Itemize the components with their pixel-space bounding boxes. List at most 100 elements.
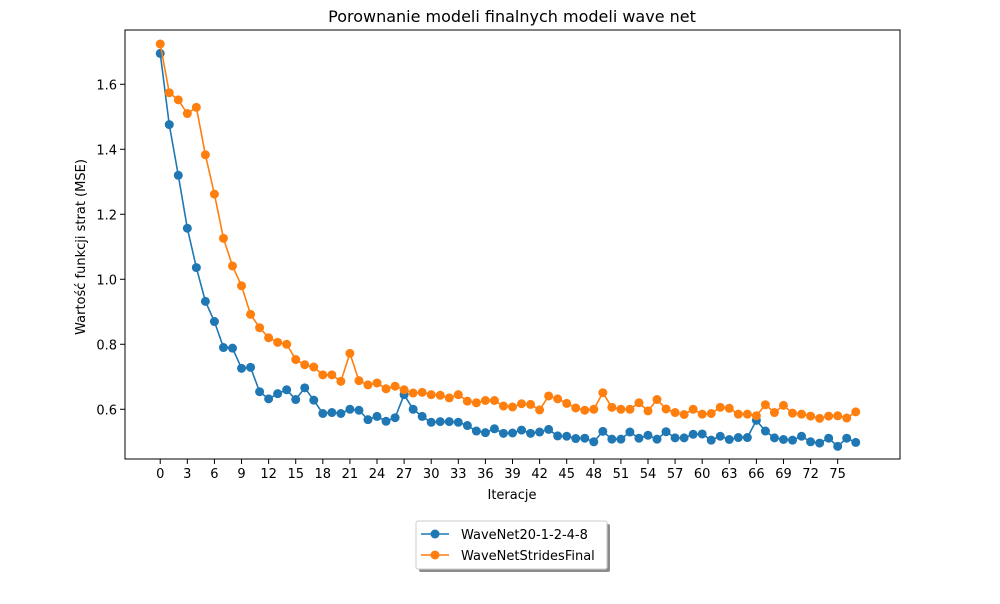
- y-axis-label: Wartość funkcji strat (MSE): [74, 159, 89, 335]
- data-point: [715, 431, 725, 441]
- data-point: [769, 408, 779, 418]
- data-point: [526, 428, 536, 438]
- x-tick-label: 33: [450, 467, 467, 482]
- data-point: [715, 402, 725, 412]
- data-point: [489, 424, 499, 434]
- data-point: [661, 404, 671, 414]
- data-point: [426, 390, 436, 400]
- data-point: [535, 405, 545, 415]
- data-point: [697, 409, 707, 419]
- data-point: [815, 438, 825, 448]
- x-tick-label: 24: [369, 467, 386, 482]
- x-tick-label: 54: [640, 467, 657, 482]
- y-tick-label: 1.4: [96, 143, 117, 158]
- data-point: [760, 400, 770, 410]
- data-point: [598, 426, 608, 436]
- legend-item: WaveNet20-1-2-4-8: [421, 528, 588, 543]
- series-line: [159, 43, 857, 420]
- data-point: [345, 348, 355, 358]
- data-point: [733, 409, 743, 419]
- data-point: [282, 385, 292, 395]
- x-tick-label: 27: [396, 467, 413, 482]
- series-2: [155, 39, 861, 423]
- data-point: [607, 402, 617, 412]
- data-point: [182, 223, 192, 233]
- data-point: [327, 408, 337, 418]
- data-point: [462, 396, 472, 406]
- data-point: [200, 150, 210, 160]
- x-tick-label: 30: [423, 467, 440, 482]
- data-point: [264, 333, 274, 343]
- data-point: [778, 400, 788, 410]
- x-tick-label: 48: [586, 467, 603, 482]
- data-point: [616, 404, 626, 414]
- data-point: [679, 433, 689, 443]
- data-point: [652, 395, 662, 405]
- data-point: [246, 362, 256, 372]
- data-point: [724, 403, 734, 413]
- data-point: [679, 409, 689, 419]
- data-point: [309, 395, 319, 405]
- data-point: [182, 109, 192, 119]
- y-tick-label: 1.0: [96, 273, 117, 288]
- x-tick-label: 12: [260, 467, 277, 482]
- data-point: [562, 398, 572, 408]
- data-point: [508, 428, 517, 438]
- data-point: [670, 433, 680, 443]
- data-point: [797, 409, 807, 419]
- data-point: [300, 383, 310, 393]
- data-point: [706, 409, 716, 418]
- data-point: [498, 428, 508, 438]
- data-point: [173, 170, 183, 180]
- data-point: [580, 433, 590, 443]
- data-point: [607, 434, 617, 444]
- x-tick-label: 0: [156, 467, 164, 482]
- data-point: [778, 435, 788, 444]
- data-point: [164, 88, 174, 98]
- data-point: [218, 233, 228, 243]
- data-point: [833, 441, 843, 451]
- data-point: [471, 426, 481, 436]
- data-point: [227, 261, 237, 271]
- data-point: [291, 395, 301, 405]
- data-point: [408, 404, 418, 414]
- legend-box: [415, 520, 608, 570]
- data-point: [724, 435, 734, 444]
- x-tick-label: 18: [315, 467, 332, 482]
- data-point: [480, 396, 490, 405]
- data-point: [634, 398, 644, 408]
- data-point: [806, 411, 816, 421]
- data-point: [643, 430, 653, 440]
- data-point: [851, 407, 861, 417]
- data-point: [435, 417, 445, 427]
- data-point: [535, 427, 545, 437]
- legend-marker: [430, 529, 440, 539]
- legend-label: WaveNetStridesFinal: [461, 549, 595, 564]
- data-point: [309, 362, 319, 372]
- data-point: [191, 263, 201, 273]
- data-point: [444, 393, 454, 403]
- data-point: [517, 399, 527, 409]
- x-tick-label: 51: [613, 467, 630, 482]
- series-line: [159, 53, 857, 448]
- data-point: [851, 437, 861, 447]
- data-point: [237, 281, 247, 291]
- data-point: [661, 427, 671, 437]
- data-point: [200, 296, 210, 306]
- data-point: [733, 433, 743, 443]
- data-point: [209, 189, 219, 199]
- data-point: [237, 363, 247, 373]
- data-point: [806, 437, 816, 447]
- data-point: [742, 409, 752, 419]
- data-point: [444, 417, 454, 427]
- data-point: [751, 411, 761, 421]
- data-point: [498, 401, 508, 411]
- data-point: [255, 323, 265, 333]
- data-point: [480, 428, 490, 438]
- x-tick-label: 36: [477, 467, 494, 482]
- data-point: [273, 389, 283, 399]
- data-point: [824, 433, 834, 443]
- data-point: [544, 391, 554, 401]
- data-point: [562, 431, 572, 441]
- data-point: [526, 399, 536, 409]
